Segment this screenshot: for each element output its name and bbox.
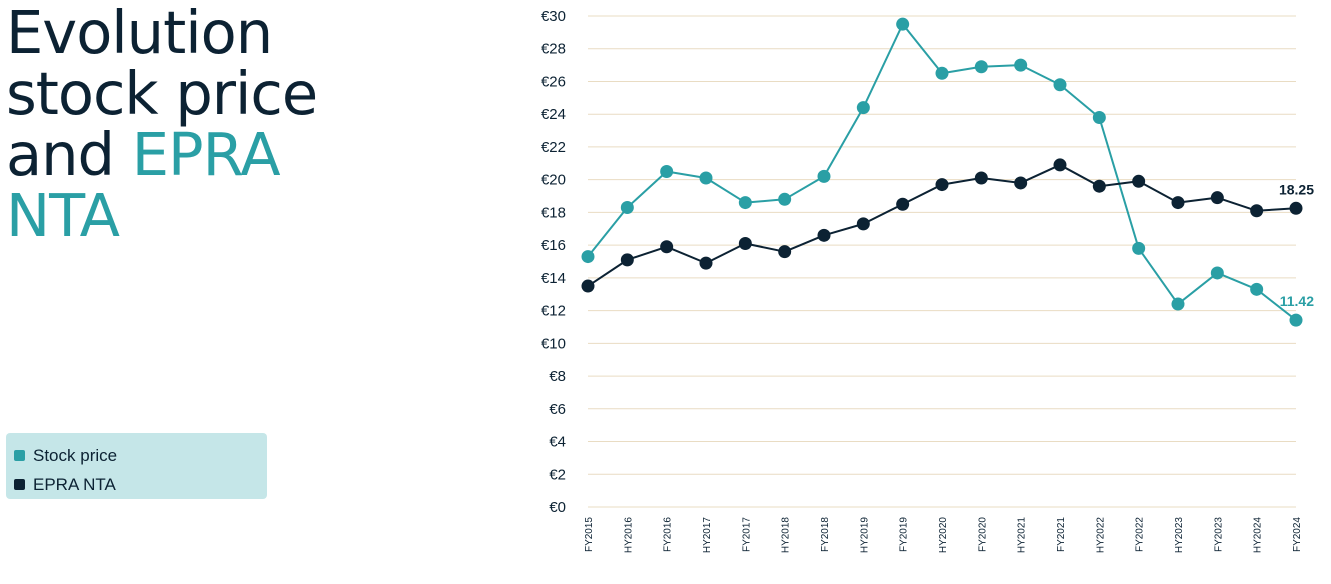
y-tick-label-28: €28 bbox=[541, 41, 566, 58]
legend-item-epra-nta: EPRA NTA bbox=[14, 470, 267, 499]
y-tick-label-18: €18 bbox=[541, 204, 566, 221]
point-epra-nta-fy2020 bbox=[974, 171, 988, 185]
x-tick-label-hy2022: HY2022 bbox=[1095, 517, 1106, 554]
title-line-4-accent: NTA bbox=[6, 181, 120, 250]
point-epra-nta-fy2021 bbox=[1053, 158, 1067, 172]
legend-label-stock-price: Stock price bbox=[33, 445, 118, 465]
point-epra-nta-fy2015 bbox=[581, 279, 595, 293]
point-stock-price-fy2016 bbox=[660, 164, 674, 178]
point-stock-price-fy2020 bbox=[974, 60, 988, 74]
y-tick-label-10: €10 bbox=[541, 335, 566, 352]
y-tick-label-26: €26 bbox=[541, 73, 566, 90]
end-label-epra-nta: 18.25 bbox=[1279, 181, 1314, 197]
point-epra-nta-fy2019 bbox=[896, 197, 910, 211]
point-epra-nta-hy2019 bbox=[856, 217, 870, 231]
point-epra-nta-hy2018 bbox=[778, 245, 792, 259]
x-tick-label-fy2017: FY2017 bbox=[741, 517, 752, 552]
x-tick-label-fy2023: FY2023 bbox=[1213, 517, 1224, 552]
point-stock-price-fy2019 bbox=[896, 17, 910, 31]
x-tick-label-fy2015: FY2015 bbox=[584, 517, 595, 552]
point-epra-nta-hy2021 bbox=[1014, 176, 1028, 190]
point-epra-nta-fy2017 bbox=[738, 236, 752, 250]
x-tick-label-fy2022: FY2022 bbox=[1135, 517, 1146, 552]
y-tick-label-4: €4 bbox=[549, 434, 566, 451]
x-tick-label-fy2020: FY2020 bbox=[977, 517, 988, 552]
y-tick-label-20: €20 bbox=[541, 172, 566, 189]
x-tick-label-fy2024: FY2024 bbox=[1292, 517, 1303, 552]
x-tick-label-hy2018: HY2018 bbox=[781, 517, 792, 554]
point-stock-price-hy2018 bbox=[778, 192, 792, 206]
title-line-1: Evolution bbox=[6, 0, 273, 67]
point-stock-price-fy2022 bbox=[1132, 241, 1146, 255]
point-stock-price-hy2016 bbox=[620, 200, 634, 214]
x-tick-label-fy2021: FY2021 bbox=[1056, 517, 1067, 552]
y-tick-label-14: €14 bbox=[541, 270, 566, 287]
point-stock-price-fy2021 bbox=[1053, 78, 1067, 92]
legend-swatch-stock-price bbox=[14, 450, 25, 461]
y-tick-label-22: €22 bbox=[541, 139, 566, 156]
end-label-stock-price: 11.42 bbox=[1280, 293, 1314, 309]
y-tick-label-24: €24 bbox=[541, 106, 566, 123]
x-tick-label-fy2018: FY2018 bbox=[820, 517, 831, 552]
point-epra-nta-hy2016 bbox=[620, 253, 634, 267]
x-tick-label-hy2019: HY2019 bbox=[859, 517, 870, 554]
x-tick-label-hy2016: HY2016 bbox=[623, 517, 634, 554]
y-tick-label-30: €30 bbox=[541, 8, 566, 25]
title-line-3-accent: EPRA bbox=[131, 120, 281, 189]
point-stock-price-fy2023 bbox=[1210, 266, 1224, 280]
y-tick-label-6: €6 bbox=[549, 401, 566, 418]
point-epra-nta-fy2022 bbox=[1132, 174, 1146, 188]
point-stock-price-hy2024 bbox=[1250, 282, 1264, 296]
point-stock-price-hy2022 bbox=[1092, 110, 1106, 124]
x-tick-label-fy2016: FY2016 bbox=[663, 517, 674, 552]
point-stock-price-fy2017 bbox=[738, 196, 752, 210]
legend-label-epra-nta: EPRA NTA bbox=[33, 474, 116, 494]
point-epra-nta-fy2023 bbox=[1210, 191, 1224, 205]
point-stock-price-fy2024 bbox=[1289, 313, 1303, 327]
y-tick-label-2: €2 bbox=[549, 466, 566, 483]
point-epra-nta-hy2020 bbox=[935, 178, 949, 192]
x-tick-label-hy2020: HY2020 bbox=[938, 517, 949, 554]
x-tick-label-hy2023: HY2023 bbox=[1174, 517, 1185, 554]
point-stock-price-hy2019 bbox=[856, 101, 870, 115]
title-line-3-prefix: and bbox=[6, 120, 132, 189]
x-tick-label-fy2019: FY2019 bbox=[899, 517, 910, 552]
legend-swatch-epra-nta bbox=[14, 479, 25, 490]
y-tick-label-0: €0 bbox=[549, 499, 566, 516]
x-tick-label-hy2021: HY2021 bbox=[1017, 517, 1028, 554]
point-stock-price-fy2015 bbox=[581, 250, 595, 264]
chart-legend: Stock price EPRA NTA bbox=[6, 433, 267, 499]
chart-title: Evolution stock price and EPRA NTA bbox=[6, 0, 318, 246]
point-stock-price-fy2018 bbox=[817, 169, 831, 183]
point-epra-nta-hy2024 bbox=[1250, 204, 1264, 218]
y-tick-label-16: €16 bbox=[541, 237, 566, 254]
point-stock-price-hy2017 bbox=[699, 171, 713, 185]
y-tick-label-8: €8 bbox=[549, 368, 566, 385]
point-epra-nta-hy2022 bbox=[1092, 179, 1106, 193]
y-tick-label-12: €12 bbox=[541, 303, 566, 320]
point-epra-nta-fy2018 bbox=[817, 228, 831, 242]
point-epra-nta-fy2024 bbox=[1289, 201, 1303, 215]
point-epra-nta-hy2023 bbox=[1171, 196, 1185, 210]
point-epra-nta-fy2016 bbox=[660, 240, 674, 254]
x-tick-label-hy2024: HY2024 bbox=[1253, 517, 1264, 554]
point-stock-price-hy2023 bbox=[1171, 297, 1185, 311]
legend-item-stock-price: Stock price bbox=[14, 441, 267, 470]
x-tick-label-hy2017: HY2017 bbox=[702, 517, 713, 554]
point-stock-price-hy2020 bbox=[935, 66, 949, 80]
point-stock-price-hy2021 bbox=[1014, 58, 1028, 72]
title-line-2: stock price bbox=[6, 59, 318, 128]
point-epra-nta-hy2017 bbox=[699, 256, 713, 270]
